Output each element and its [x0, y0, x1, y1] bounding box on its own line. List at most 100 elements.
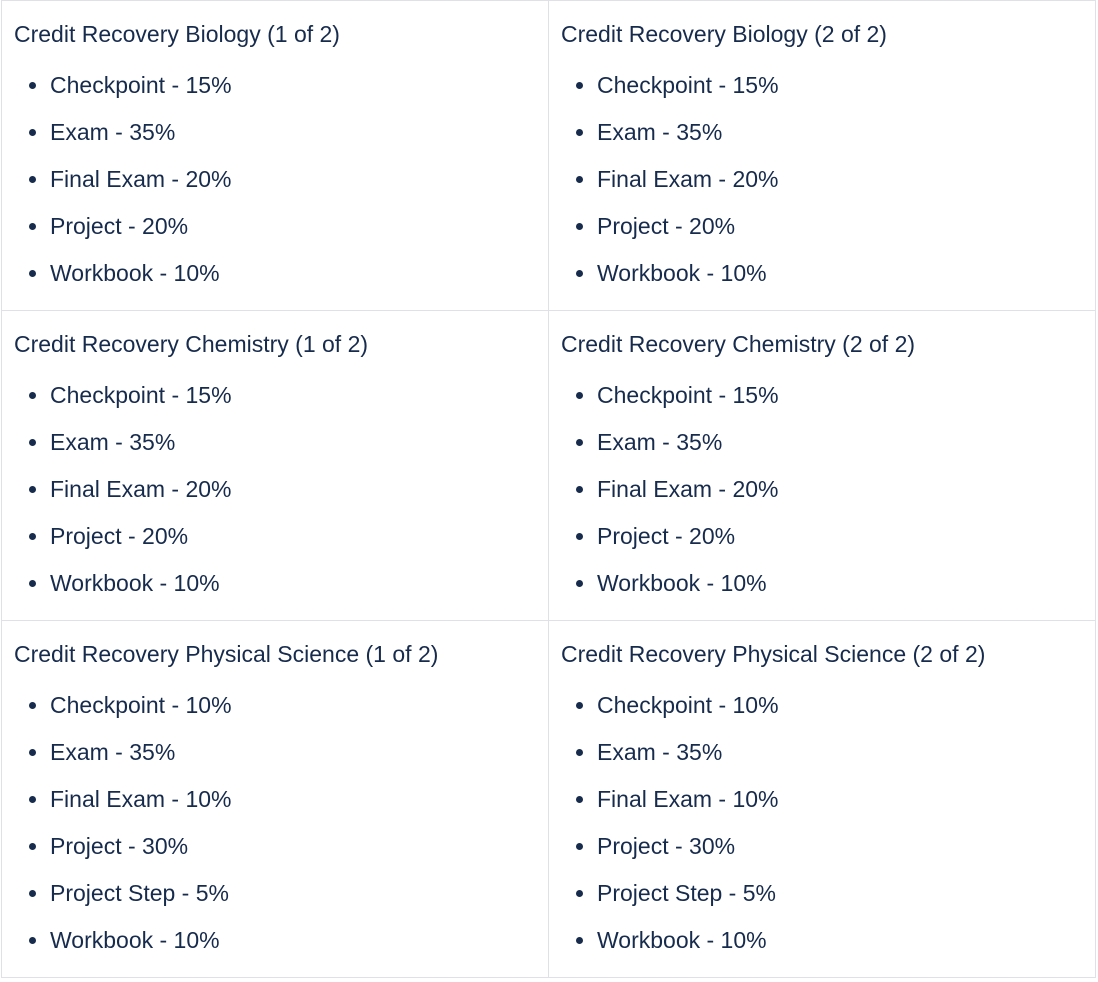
list-item-label: Exam - 35%: [50, 119, 176, 145]
table-cell: Credit Recovery Chemistry (1 of 2) Checkp…: [1, 310, 549, 621]
bullet-icon: [576, 937, 583, 944]
bullet-icon: [576, 270, 583, 277]
list-item: Project Step - 5%: [14, 879, 536, 908]
list-item-label: Project - 20%: [50, 213, 189, 239]
bullet-icon: [29, 223, 36, 230]
course-block: Credit Recovery Biology (1 of 2) Checkpoi…: [2, 1, 548, 288]
list-item: Exam - 35%: [14, 738, 536, 767]
list-item: Exam - 35%: [561, 428, 1083, 457]
bullet-icon: [29, 843, 36, 850]
list-item-label: Checkpoint - 15%: [597, 382, 779, 408]
list-item: Checkpoint - 15%: [561, 71, 1083, 100]
list-item-label: Workbook - 10%: [50, 260, 220, 286]
list-item: Exam - 35%: [14, 428, 536, 457]
list-item-label: Exam - 35%: [597, 739, 723, 765]
bullet-icon: [29, 392, 36, 399]
course-block: Credit Recovery Chemistry (1 of 2) Checkp…: [2, 311, 548, 598]
list-item: Project - 30%: [561, 832, 1083, 861]
bullet-icon: [576, 702, 583, 709]
bullet-icon: [576, 580, 583, 587]
list-item-label: Exam - 35%: [597, 429, 723, 455]
list-item-label: Final Exam - 20%: [50, 166, 232, 192]
course-title: Credit Recovery Physical Science (1 of 2…: [14, 641, 439, 667]
list-item: Exam - 35%: [14, 118, 536, 147]
list-item: Final Exam - 20%: [14, 165, 536, 194]
bullet-icon: [29, 796, 36, 803]
list-item: Project - 20%: [561, 522, 1083, 551]
list-item: Workbook - 10%: [561, 569, 1083, 598]
table-row: Credit Recovery Biology (1 of 2) Checkpoi…: [1, 0, 1096, 311]
grade-weight-list: Checkpoint - 15% Exam - 35% Final Exam - 2…: [561, 361, 1083, 598]
table-cell: Credit Recovery Physical Science (1 of 2…: [1, 620, 549, 978]
grade-weight-list: Checkpoint - 10% Exam - 35% Final Exam - 1…: [14, 671, 536, 955]
bullet-icon: [29, 176, 36, 183]
bullet-icon: [29, 937, 36, 944]
list-item-label: Checkpoint - 15%: [50, 382, 232, 408]
list-item-label: Workbook - 10%: [597, 570, 767, 596]
list-item-label: Exam - 35%: [50, 739, 176, 765]
list-item: Checkpoint - 10%: [14, 691, 536, 720]
bullet-icon: [576, 890, 583, 897]
bullet-icon: [29, 533, 36, 540]
list-item-label: Workbook - 10%: [50, 570, 220, 596]
bullet-icon: [576, 533, 583, 540]
list-item: Checkpoint - 15%: [14, 381, 536, 410]
grade-weight-list: Checkpoint - 15% Exam - 35% Final Exam - 2…: [14, 51, 536, 288]
list-item-label: Checkpoint - 15%: [50, 72, 232, 98]
list-item-label: Project - 20%: [50, 523, 189, 549]
bullet-icon: [576, 223, 583, 230]
list-item-label: Workbook - 10%: [50, 927, 220, 953]
list-item-label: Checkpoint - 10%: [50, 692, 232, 718]
list-item-label: Project Step - 5%: [597, 880, 776, 906]
list-item: Final Exam - 20%: [561, 475, 1083, 504]
table-row: Credit Recovery Physical Science (1 of 2…: [1, 620, 1096, 978]
list-item: Project - 20%: [14, 212, 536, 241]
course-title: Credit Recovery Chemistry (1 of 2): [14, 331, 369, 357]
list-item: Workbook - 10%: [14, 926, 536, 955]
list-item: Checkpoint - 10%: [561, 691, 1083, 720]
bullet-icon: [576, 439, 583, 446]
table-cell: Credit Recovery Chemistry (2 of 2) Checkp…: [548, 310, 1096, 621]
bullet-icon: [29, 749, 36, 756]
course-title: Credit Recovery Physical Science (2 of 2…: [561, 641, 986, 667]
bullet-icon: [29, 702, 36, 709]
bullet-icon: [29, 129, 36, 136]
list-item: Workbook - 10%: [561, 259, 1083, 288]
list-item: Workbook - 10%: [14, 259, 536, 288]
course-title: Credit Recovery Biology (2 of 2): [561, 21, 887, 47]
list-item-label: Project - 30%: [597, 833, 736, 859]
list-item: Workbook - 10%: [14, 569, 536, 598]
list-item: Exam - 35%: [561, 738, 1083, 767]
list-item-label: Final Exam - 20%: [597, 166, 779, 192]
grade-weight-list: Checkpoint - 10% Exam - 35% Final Exam - 1…: [561, 671, 1083, 955]
list-item: Project - 30%: [14, 832, 536, 861]
grade-weight-list: Checkpoint - 15% Exam - 35% Final Exam - 2…: [561, 51, 1083, 288]
course-block: Credit Recovery Chemistry (2 of 2) Checkp…: [549, 311, 1095, 598]
list-item-label: Project - 20%: [597, 523, 736, 549]
list-item-label: Exam - 35%: [50, 429, 176, 455]
list-item: Checkpoint - 15%: [561, 381, 1083, 410]
course-block: Credit Recovery Biology (2 of 2) Checkpoi…: [549, 1, 1095, 288]
table-cell: Credit Recovery Biology (2 of 2) Checkpoi…: [548, 0, 1096, 311]
bullet-icon: [576, 176, 583, 183]
bullet-icon: [29, 580, 36, 587]
list-item-label: Workbook - 10%: [597, 927, 767, 953]
list-item: Final Exam - 20%: [561, 165, 1083, 194]
list-item: Final Exam - 10%: [14, 785, 536, 814]
list-item-label: Checkpoint - 10%: [597, 692, 779, 718]
bullet-icon: [576, 843, 583, 850]
list-item-label: Project Step - 5%: [50, 880, 229, 906]
grade-weight-list: Checkpoint - 15% Exam - 35% Final Exam - 2…: [14, 361, 536, 598]
table-row: Credit Recovery Chemistry (1 of 2) Checkp…: [1, 310, 1096, 621]
bullet-icon: [29, 270, 36, 277]
list-item: Project - 20%: [561, 212, 1083, 241]
course-block: Credit Recovery Physical Science (2 of 2…: [549, 621, 1095, 955]
list-item-label: Workbook - 10%: [597, 260, 767, 286]
bullet-icon: [29, 439, 36, 446]
list-item: Final Exam - 10%: [561, 785, 1083, 814]
course-title: Credit Recovery Chemistry (2 of 2): [561, 331, 916, 357]
table-cell: Credit Recovery Biology (1 of 2) Checkpoi…: [1, 0, 549, 311]
list-item: Exam - 35%: [561, 118, 1083, 147]
